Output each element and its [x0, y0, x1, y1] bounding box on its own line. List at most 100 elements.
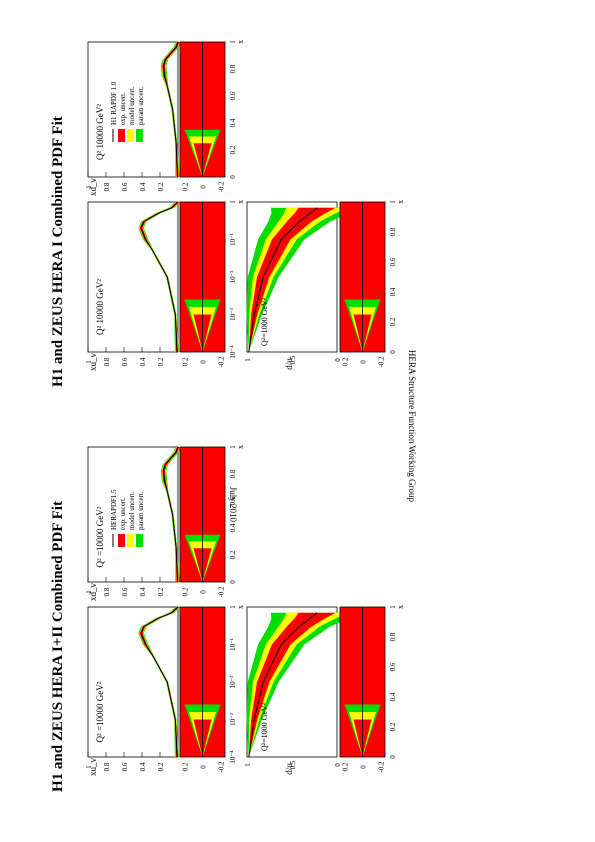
plot-frame [87, 41, 179, 178]
q2-annotation: Q² =10000 GeV² [95, 506, 105, 567]
ratio-x-tick-label: 0 [389, 755, 397, 759]
du-y-tick-label: 0 [334, 358, 342, 362]
y-tick-label: 0.2 [157, 182, 165, 191]
y-tick-label: 0.8 [103, 587, 111, 596]
ratio-y-tick-label: -0.2 [378, 761, 386, 773]
ratio-x-tick-label: 0.8 [389, 632, 397, 641]
y-tick-label: 0.4 [139, 357, 147, 366]
y-tick-label: 0.8 [103, 762, 111, 771]
chart-HERAI-xd_v: 0.2 0.4 0.6 0.8 1xd_v Q² 10000 GeV² H1 RAPDF 1… [85, 41, 181, 197]
y-tick-label: 0.8 [103, 357, 111, 366]
ratio-x-axis-label: x [396, 605, 405, 609]
ratio-x-tick-label: 0.6 [389, 257, 397, 266]
ratio-x-axis-label: x [236, 605, 245, 609]
ratio-y-tick-label: 0 [360, 765, 368, 769]
ratio-x-tick-label: 0.8 [229, 469, 237, 478]
du-y-tick-label: 0 [334, 763, 342, 767]
ratio-y-tick-label: 0.2 [182, 762, 190, 771]
du-y-tick-label: 0.5 [289, 355, 297, 364]
plot-frame [87, 446, 179, 583]
du-curve [248, 612, 318, 758]
y-tick-label: 0.4 [139, 182, 147, 191]
y-tick-label: 0.6 [121, 182, 129, 191]
du-y-tick-label: 1 [244, 358, 252, 362]
du-band [248, 612, 336, 757]
du-frame [246, 606, 338, 758]
central-curve [163, 41, 179, 178]
ratio-HERAIII-ratio_uv: -0.2 0 0.2 10⁻⁴ 10⁻³ 10⁻² 10⁻¹ 1 x [179, 605, 245, 773]
chart-HERAIII-xd_v: 0.2 0.4 0.6 0.8 1xd_v Q² =10000 GeV² HERAPDF1.… [85, 446, 181, 602]
uncert-band [162, 42, 180, 177]
y-tick-label: 0.6 [121, 357, 129, 366]
ratio-x-tick-label: 0.8 [389, 227, 397, 236]
ratio-y-tick-label: 0.2 [182, 587, 190, 596]
legend-label: HERAPDF1.5 [110, 489, 118, 530]
ratio-x-tick-label: 0.4 [229, 118, 237, 127]
chart-HERAI-xu_v: 0.2 0.4 0.6 0.8 1xu_v Q² 10000 GeV² [85, 201, 181, 372]
legend-label: exp. uncert. [119, 497, 127, 530]
ratio-x-tick-label: 10⁻¹ [229, 233, 237, 246]
ratio-x-tick-label: 1 [229, 40, 237, 44]
ratio-x-tick-label: 0 [229, 175, 237, 179]
ratio-x-tick-label: 1 [229, 605, 237, 609]
ratio-y-tick-label: 0 [200, 590, 208, 594]
du-y-axis-label: d/u [284, 763, 294, 775]
plot-frame [87, 201, 179, 353]
ratio-x-tick-label: 0 [229, 580, 237, 584]
chart-HERAI-du: 0 0.5 1 d/u Q²=1000 GeV² [244, 201, 364, 370]
y-axis-label: xu_v [88, 353, 98, 372]
du-annotation: Q²=1000 GeV² [260, 702, 269, 751]
ratio-x-tick-label: 0.6 [229, 91, 237, 100]
legend-label: exp. uncert. [119, 92, 127, 125]
ratio-x-tick-label: 0.2 [229, 550, 237, 559]
ratio-x-axis-label: x [396, 200, 405, 204]
uncert-band [138, 202, 181, 352]
y-tick-label: 0.6 [121, 762, 129, 771]
uncert-band [139, 202, 180, 352]
du-y-tick-label: 0.5 [289, 760, 297, 769]
ratio-y-tick-label: 0.2 [342, 357, 350, 366]
y-axis-label: xu_v [88, 758, 98, 777]
ratio-y-tick-label: -0.2 [218, 181, 226, 193]
y-tick-label: 1 [85, 765, 93, 769]
ratio-y-tick-label: 0.2 [182, 357, 190, 366]
ratio-y-tick-label: -0.2 [218, 356, 226, 368]
y-tick-label: 0.2 [157, 762, 165, 771]
ratio-x-tick-label: 10⁻³ [229, 308, 237, 321]
uncert-band [139, 607, 180, 757]
ratio-x-tick-label: 0.4 [229, 523, 237, 532]
ratio-x-tick-label: 10⁻² [229, 676, 237, 689]
legend-swatch [118, 129, 125, 142]
ratio-y-tick-label: 0.2 [342, 762, 350, 771]
legend-swatch [136, 129, 143, 142]
ratio-x-tick-label: 10⁻⁴ [229, 750, 237, 764]
ratio-x-tick-label: 0 [389, 350, 397, 354]
ratio-x-tick-label: 0.4 [389, 692, 397, 701]
ratio-x-tick-label: 10⁻⁴ [229, 345, 237, 359]
y-axis-label: xd_v [88, 178, 98, 197]
ratio-x-tick-label: 10⁻¹ [229, 638, 237, 651]
ratio-x-tick-label: 1 [389, 605, 397, 609]
legend-label: model uncert. [128, 491, 136, 530]
legend-swatch [118, 534, 125, 547]
ratio-x-axis-label: x [236, 445, 245, 449]
plot-frame [87, 606, 179, 758]
y-tick-label: 0.2 [157, 587, 165, 596]
uncert-band [161, 447, 180, 582]
du-curve [248, 207, 318, 353]
ratio-HERAI-ratio_d_over_u: -0.200.200.20.40.60.81 x [339, 200, 405, 368]
central-curve [140, 606, 179, 758]
legend-label: param uncert. [137, 491, 145, 530]
y-axis-label: xd_v [88, 583, 98, 602]
ratio-x-tick-label: 1 [229, 445, 237, 449]
ratio-x-tick-label: 0.6 [389, 662, 397, 671]
ratio-HERAI-ratio_dv: -0.200.200.20.40.60.81 x [179, 40, 245, 193]
ratio-y-tick-label: -0.2 [218, 761, 226, 773]
du-annotation: Q²=1000 GeV² [260, 297, 269, 346]
ratio-x-axis-label: x [236, 200, 245, 204]
ratio-x-tick-label: 1 [389, 200, 397, 204]
y-tick-label: 0.2 [157, 357, 165, 366]
ratio-HERAIII-ratio_d_over_u: -0.200.200.20.40.60.81 x [339, 605, 405, 773]
ratio-x-tick-label: 0.6 [229, 496, 237, 505]
